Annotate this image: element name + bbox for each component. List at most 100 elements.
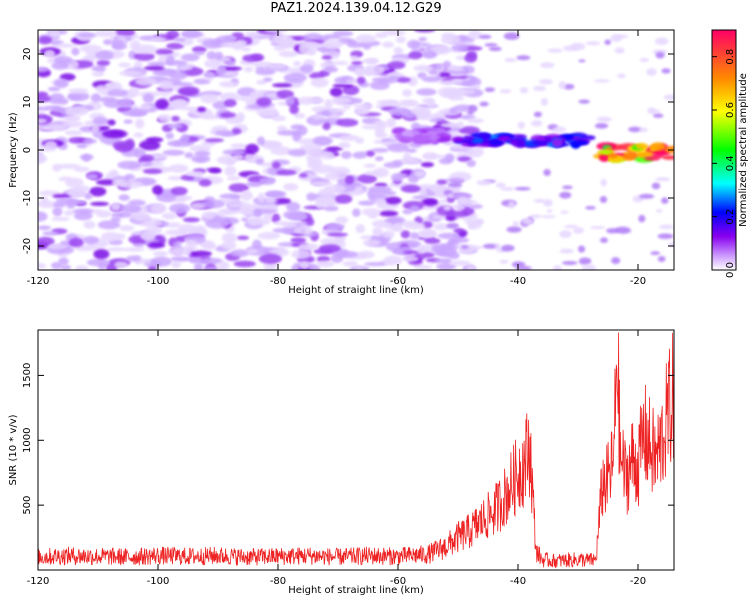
heatmap-signal [395, 136, 414, 142]
heatmap-blob [570, 42, 586, 51]
heatmap-blob [43, 124, 67, 131]
heatmap-blob [217, 261, 230, 270]
heatmap-blob [661, 68, 671, 74]
heatmap-blob [135, 77, 157, 86]
heatmap-blob [153, 250, 168, 257]
heatmap-blob [256, 97, 272, 107]
heatmap-blob [167, 123, 183, 129]
heatmap-blob [501, 244, 515, 252]
heatmap-blob [54, 43, 76, 48]
heatmap-blob [460, 245, 469, 249]
heatmap-signal [644, 156, 661, 161]
heatmap-blob [614, 47, 625, 54]
heatmap-blob [52, 194, 72, 199]
heatmap-blob [596, 116, 612, 123]
heatmap-blob [578, 257, 592, 265]
heatmap-blob [298, 243, 319, 251]
heatmap-blob [245, 181, 263, 188]
heatmap-blob [243, 66, 254, 73]
heatmap-blob [418, 187, 427, 198]
heatmap-blob [361, 124, 383, 130]
heatmap-signal [608, 153, 618, 159]
heatmap-blob [76, 143, 87, 149]
heatmap-blob [219, 81, 239, 88]
heatmap-blob [198, 178, 212, 187]
heatmap-blob [468, 223, 475, 230]
heatmap-blob [374, 32, 388, 39]
heatmap-blob [604, 39, 612, 45]
snr-y-tick-label: 1500 [22, 363, 33, 388]
heatmap-blob [350, 55, 359, 61]
heatmap-blob [131, 211, 150, 222]
heatmap-signal [650, 142, 666, 151]
heatmap-blob [362, 239, 381, 247]
heatmap-blob [420, 161, 434, 168]
heatmap-blob [318, 187, 335, 198]
heatmap-blob [263, 262, 278, 270]
heatmap-blob [73, 166, 90, 172]
heatmap-blob [290, 213, 306, 221]
heatmap-blob [90, 93, 102, 103]
heatmap-blob [174, 197, 186, 203]
heatmap-blob [244, 152, 258, 163]
heatmap-blob [272, 115, 287, 122]
heatmap-blob [447, 193, 454, 199]
heatmap-blob [382, 30, 406, 36]
heatmap-blob [200, 114, 221, 120]
heatmap-blob [366, 57, 379, 65]
heatmap-blob [332, 61, 349, 66]
heatmap-blob [173, 99, 189, 108]
heatmap-blob [312, 136, 333, 146]
heatmap-blob [193, 78, 211, 85]
heatmap-blob [83, 192, 93, 200]
heatmap-blob [494, 243, 501, 248]
heatmap-blob [300, 64, 314, 73]
heatmap-blob [355, 224, 366, 234]
heatmap-area [38, 30, 674, 270]
heatmap-blob [118, 194, 130, 201]
heatmap-blob [325, 146, 343, 151]
snr-y-tick-label: 500 [22, 496, 33, 515]
heatmap-blob [449, 107, 458, 114]
heatmap-blob [459, 126, 481, 136]
heatmap-blob [402, 89, 412, 97]
heatmap-blob [558, 81, 567, 89]
heatmap-blob [261, 111, 280, 116]
heatmap-blob [283, 183, 299, 191]
heatmap-blob [263, 77, 273, 82]
heatmap-blob [123, 119, 133, 124]
heatmap-signal [498, 135, 511, 142]
heatmap-blob [446, 65, 458, 69]
heatmap-blob [278, 50, 298, 58]
heatmap-blob [289, 104, 299, 115]
heatmap-blob [375, 198, 387, 206]
heatmap-blob [122, 110, 147, 117]
heatmap-blob [152, 185, 163, 196]
heatmap-blob [222, 71, 239, 77]
heatmap-blob [206, 50, 217, 61]
heatmap-blob [661, 197, 669, 204]
heatmap-blob [306, 192, 317, 202]
heatmap-blob [451, 192, 473, 200]
heatmap-blob [324, 39, 343, 50]
heatmap-blob [150, 37, 167, 42]
heatmap-blob [133, 52, 155, 61]
heatmap-blob [353, 103, 374, 109]
heatmap-blob [111, 212, 125, 218]
heatmap-blob [191, 46, 207, 53]
heatmap-blob [368, 185, 392, 195]
heatmap-blob [226, 175, 241, 181]
heatmap-blob [521, 217, 534, 225]
heatmap-blob [79, 44, 103, 53]
heatmap-blob [412, 195, 429, 200]
heatmap-blob [342, 104, 351, 110]
heatmap-blob [438, 157, 453, 165]
heatmap-blob [355, 34, 376, 44]
heatmap-blob [169, 71, 188, 80]
heatmap-blob [203, 266, 219, 270]
heatmap-blob [315, 111, 335, 116]
heatmap-blob [392, 221, 402, 231]
heatmap-blob [293, 225, 313, 235]
